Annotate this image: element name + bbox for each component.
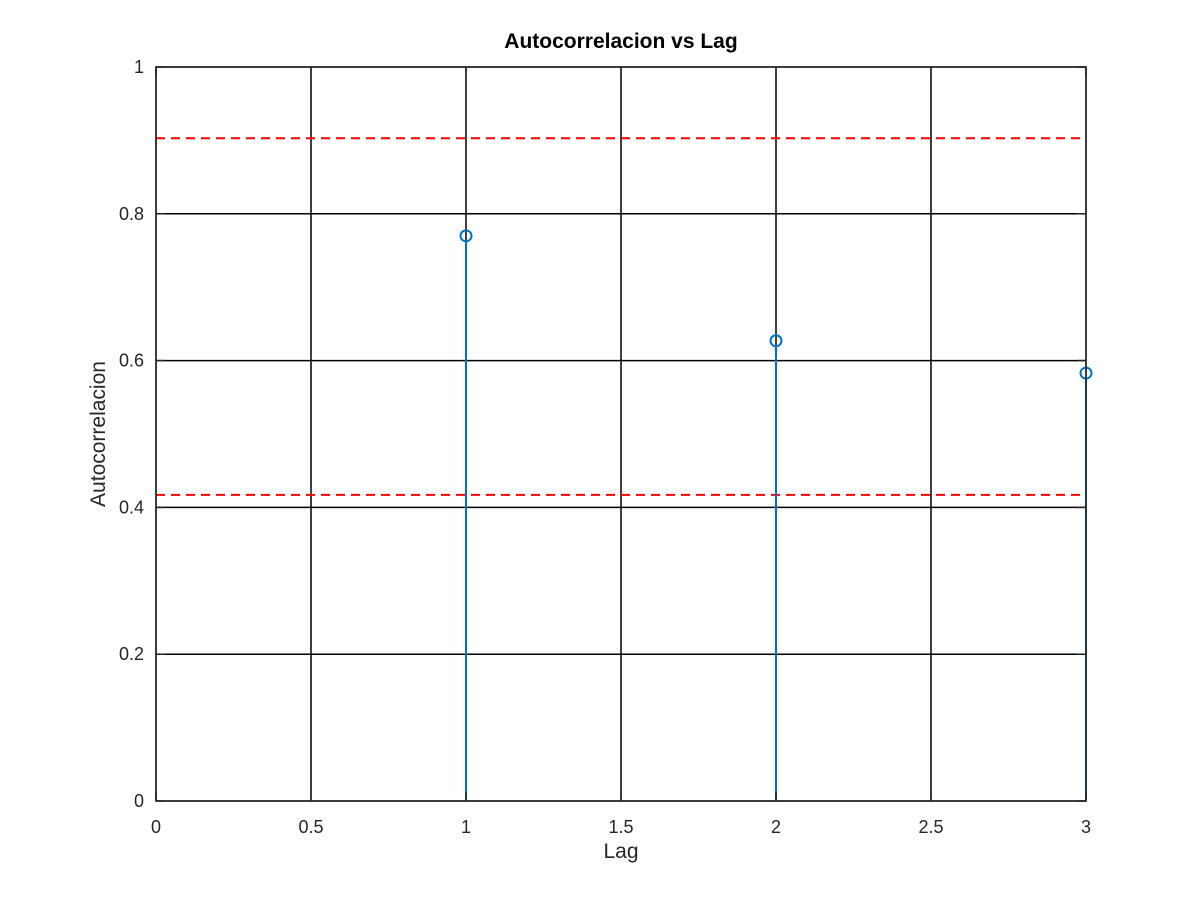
plot-area [155, 66, 1093, 802]
x-tick-label: 2.5 [918, 817, 943, 837]
x-tick-label: 0.5 [298, 817, 323, 837]
x-tick-label: 3 [1081, 817, 1091, 837]
y-axis-label: Autocorrelacion [87, 361, 110, 507]
y-tick-label: 0.8 [119, 204, 144, 224]
axis-ticks [155, 66, 1087, 802]
x-axis-label: Lag [603, 840, 638, 863]
y-tick-label: 0.6 [119, 351, 144, 371]
y-tick-label: 0.4 [119, 497, 144, 517]
y-tick-labels: 0 0.2 0.4 0.6 0.8 1 [119, 57, 144, 811]
x-tick-label: 1.5 [608, 817, 633, 837]
stem-marker [459, 229, 473, 243]
y-tick-label: 0 [134, 791, 144, 811]
x-tick-label: 0 [151, 817, 161, 837]
y-tick-label: 0.2 [119, 644, 144, 664]
chart-title: Autocorrelacion vs Lag [504, 30, 737, 53]
y-tick-label: 1 [134, 57, 144, 77]
confidence-bounds [156, 137, 1086, 496]
x-tick-labels: 0 0.5 1 1.5 2 2.5 3 [151, 817, 1091, 837]
x-tick-label: 1 [461, 817, 471, 837]
x-tick-label: 2 [771, 817, 781, 837]
stem-marker [769, 334, 783, 348]
